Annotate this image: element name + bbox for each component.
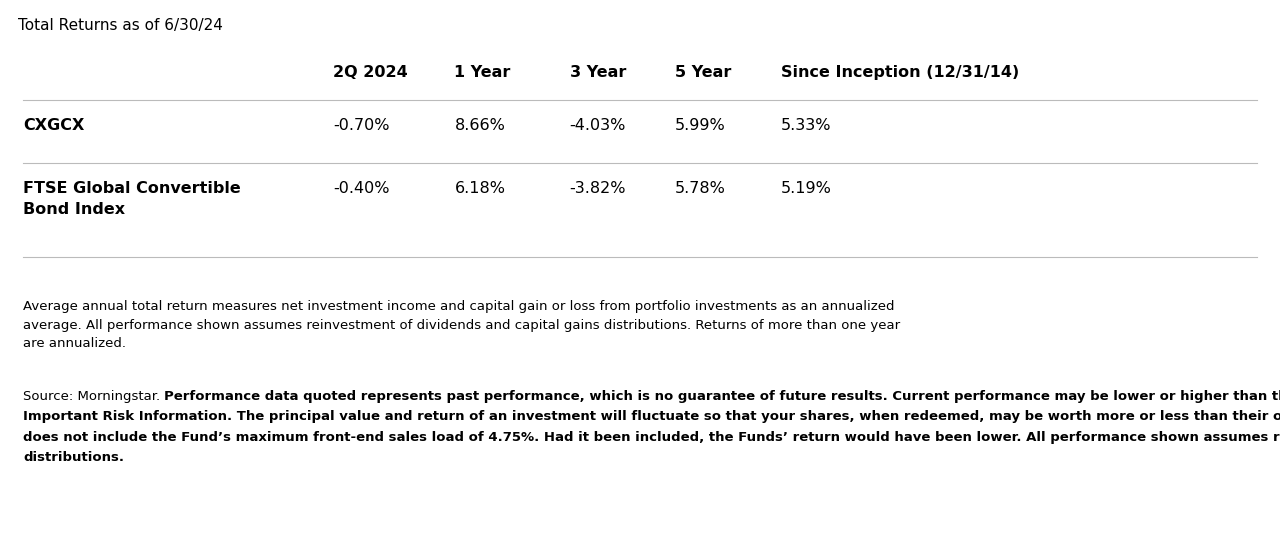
Text: -0.40%: -0.40%	[333, 181, 389, 196]
Text: 5.78%: 5.78%	[675, 181, 726, 196]
Text: 5.33%: 5.33%	[781, 118, 831, 133]
Text: 3 Year: 3 Year	[570, 65, 626, 80]
Text: Since Inception (12/31/14): Since Inception (12/31/14)	[781, 65, 1019, 80]
Text: 6.18%: 6.18%	[454, 181, 506, 196]
Text: 5 Year: 5 Year	[675, 65, 731, 80]
Text: -3.82%: -3.82%	[570, 181, 626, 196]
Text: -0.70%: -0.70%	[333, 118, 389, 133]
Text: 5.19%: 5.19%	[781, 181, 832, 196]
Text: 5.99%: 5.99%	[675, 118, 726, 133]
Text: -4.03%: -4.03%	[570, 118, 626, 133]
Text: 8.66%: 8.66%	[454, 118, 506, 133]
Text: Average annual total return measures net investment income and capital gain or l: Average annual total return measures net…	[23, 300, 900, 350]
Text: Source: Morningstar.: Source: Morningstar.	[23, 390, 164, 403]
Text: 1 Year: 1 Year	[454, 65, 511, 80]
Text: 2Q 2024: 2Q 2024	[333, 65, 407, 80]
Text: distributions.: distributions.	[23, 452, 124, 464]
Text: FTSE Global Convertible
Bond Index: FTSE Global Convertible Bond Index	[23, 181, 241, 217]
Text: does not include the Fund’s maximum front-end sales load of 4.75%. Had it been i: does not include the Fund’s maximum fron…	[23, 431, 1280, 444]
Text: CXGCX: CXGCX	[23, 118, 84, 133]
Text: Total Returns as of 6/30/24: Total Returns as of 6/30/24	[18, 18, 223, 33]
Text: Performance data quoted represents past performance, which is no guarantee of fu: Performance data quoted represents past …	[164, 390, 1280, 403]
Text: Important Risk Information. The principal value and return of an investment will: Important Risk Information. The principa…	[23, 411, 1280, 424]
